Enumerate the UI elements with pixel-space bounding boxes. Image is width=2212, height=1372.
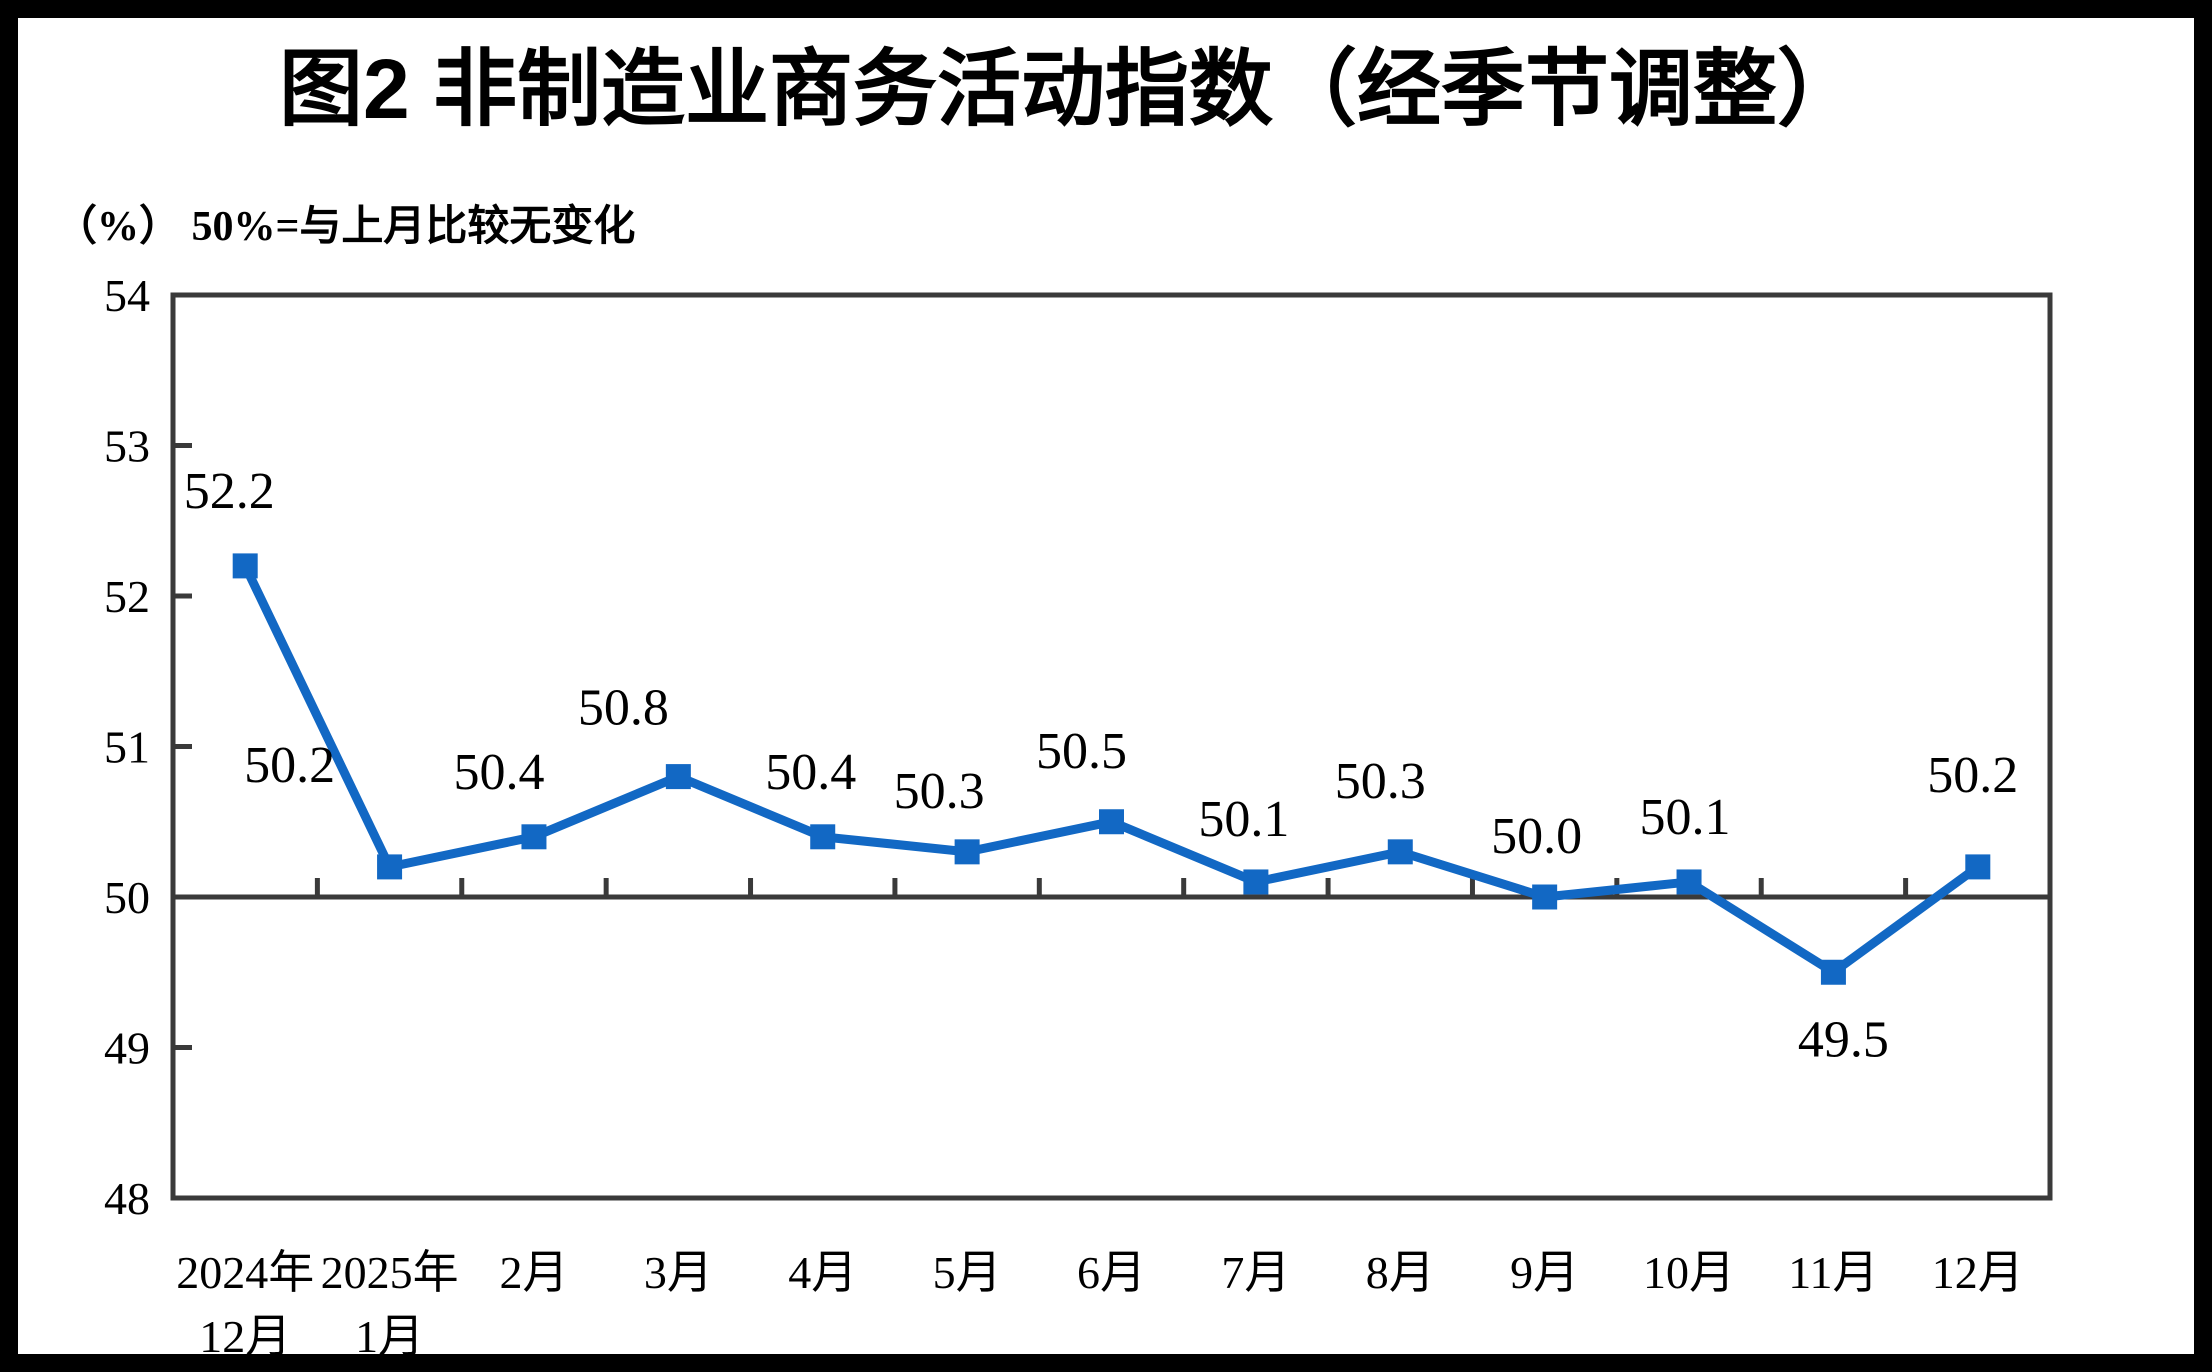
data-point-marker: [377, 854, 403, 880]
x-axis-tick-label: 3月: [644, 1247, 713, 1298]
page-background: [18, 18, 2194, 1354]
x-axis-tick-label: 2024年: [176, 1247, 314, 1298]
y-axis-tick-label: 54: [104, 270, 150, 321]
x-axis-tick-label: 11月: [1788, 1247, 1878, 1298]
x-axis-tick-label: 12月: [1932, 1247, 2024, 1298]
y-axis-tick-label: 49: [104, 1023, 150, 1074]
x-axis-tick-label: 8月: [1366, 1247, 1435, 1298]
data-point-label: 50.1: [1198, 791, 1289, 848]
data-point-label: 50.4: [453, 744, 544, 801]
data-point-marker: [1099, 809, 1124, 835]
data-point-label: 50.3: [894, 763, 985, 820]
y-axis-tick-label: 52: [104, 571, 150, 622]
x-axis-tick-label: 9月: [1510, 1247, 1579, 1298]
data-point-marker: [1965, 854, 1991, 880]
plot-area: 48 49 50 51 52 53 54 2024年 12月 2025年 1月 2月 3月 4月 5月 6月 7…: [104, 270, 2050, 1362]
data-point-marker: [665, 764, 691, 790]
data-point-marker: [954, 839, 980, 865]
x-axis-tick-label: 6月: [1077, 1247, 1146, 1298]
data-point-marker: [810, 824, 836, 850]
data-point-label: 50.5: [1036, 723, 1127, 780]
data-point-label: 50.4: [765, 744, 856, 801]
x-axis-tick-label: 10月: [1643, 1247, 1735, 1298]
y-axis-tick-label: 50: [104, 872, 150, 923]
x-axis-tick-label: 7月: [1221, 1247, 1290, 1298]
axis-unit-note: （%） 50%=与上月比较无变化: [55, 203, 635, 250]
data-point-label: 50.0: [1491, 808, 1582, 865]
data-point-marker: [1820, 959, 1846, 985]
data-point-label: 50.2: [244, 737, 335, 794]
data-point-marker: [521, 824, 547, 850]
x-axis-tick-label: 2025年: [321, 1247, 459, 1298]
y-axis-tick-label: 51: [104, 722, 150, 773]
data-point-label: 50.1: [1640, 789, 1731, 846]
data-point-label: 52.2: [184, 463, 275, 520]
data-point-marker: [1532, 884, 1558, 910]
data-point-label: 50.2: [1927, 747, 2018, 804]
x-axis-tick-label: 2月: [499, 1247, 568, 1298]
data-point-label: 49.5: [1798, 1011, 1889, 1068]
y-axis-tick-label: 53: [104, 421, 150, 472]
x-axis-tick-label: 5月: [933, 1247, 1002, 1298]
data-point-marker: [1676, 869, 1702, 895]
data-point-marker: [232, 553, 258, 579]
data-point-marker: [1243, 869, 1269, 895]
x-axis-tick-label: 4月: [788, 1247, 857, 1298]
x-axis-tick-label: 1月: [355, 1311, 424, 1362]
y-axis-tick-label: 48: [104, 1173, 150, 1224]
data-point-label: 50.3: [1335, 753, 1426, 810]
chart-title: 图2 非制造业商务活动指数（经季节调整）: [279, 42, 1861, 136]
x-axis-tick-label: 12月: [199, 1311, 291, 1362]
data-point-label: 50.8: [578, 680, 669, 737]
data-point-marker: [1387, 839, 1413, 865]
